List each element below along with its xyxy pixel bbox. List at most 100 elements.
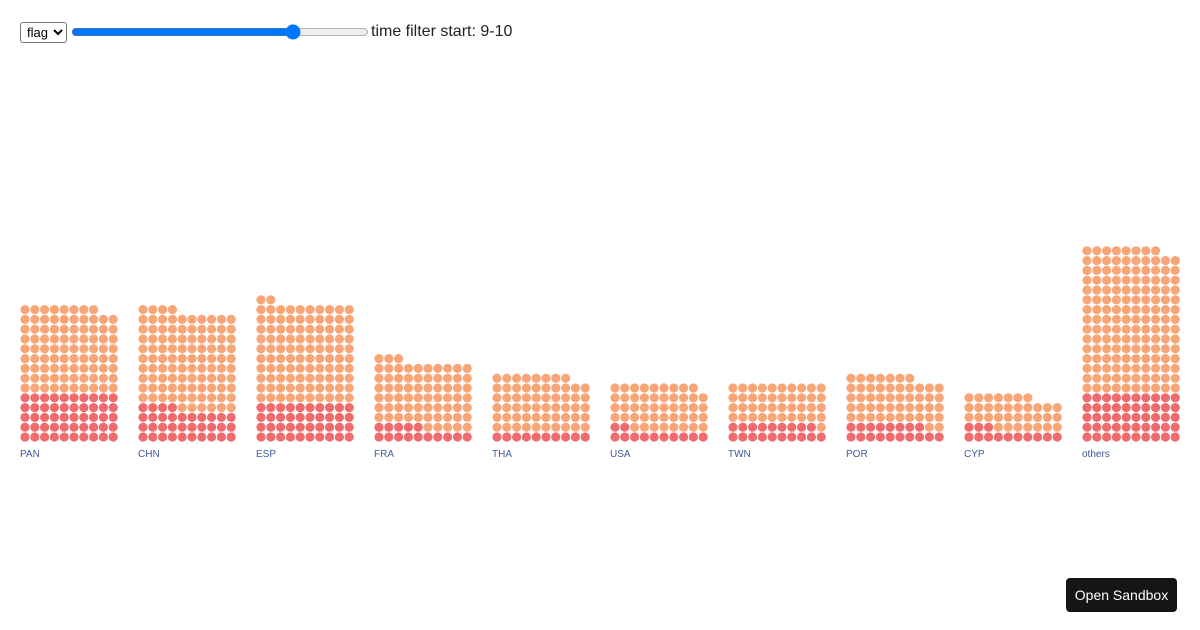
waffle-dot [1131, 324, 1141, 334]
waffle-dot [688, 422, 699, 432]
waffle-dot [895, 422, 905, 432]
waffle-dot [256, 305, 266, 315]
waffle-dot [30, 383, 40, 393]
waffle-dot [738, 412, 748, 422]
waffle-dot [433, 383, 443, 393]
waffle-dot [1111, 383, 1121, 393]
waffle-dot [1151, 412, 1161, 422]
time-filter-slider[interactable] [71, 24, 369, 40]
waffle-dot [1102, 314, 1112, 324]
waffle-dot [1151, 344, 1161, 354]
waffle-dot [659, 412, 669, 422]
waffle-dot [757, 403, 768, 413]
waffle-dot [89, 432, 99, 442]
waffle-dot [148, 432, 158, 442]
waffle-dot [1121, 246, 1131, 256]
waffle-dot [197, 383, 207, 393]
waffle-dot [1170, 334, 1180, 344]
waffle-dot [167, 403, 177, 413]
waffle-dot [669, 412, 679, 422]
waffle-dot [138, 314, 148, 324]
waffle-dot [1102, 324, 1112, 334]
waffle-dot [620, 412, 630, 422]
waffle-dot [738, 422, 748, 432]
waffle-dot [305, 363, 315, 373]
waffle-dot [630, 393, 640, 403]
waffle-dot [177, 344, 187, 354]
waffle-dot [98, 324, 108, 334]
waffle-dot [610, 393, 620, 403]
waffle-dot [276, 373, 286, 383]
waffle-dot [315, 314, 325, 324]
waffle-dot [315, 373, 325, 383]
waffle-dot [728, 422, 738, 432]
waffle-dot [698, 403, 708, 413]
waffle-dot [856, 373, 866, 383]
waffle-dot [177, 324, 187, 334]
waffle-dot [69, 344, 79, 354]
waffle-dot [98, 393, 108, 403]
waffle-dot [325, 412, 335, 422]
waffle-dot [885, 373, 895, 383]
waffle-dot [344, 354, 354, 364]
waffle-dot [20, 363, 30, 373]
waffle-dot [285, 363, 295, 373]
waffle-dot [1111, 285, 1121, 295]
waffle-dot [49, 432, 60, 442]
waffle-dot [1141, 373, 1151, 383]
waffle-dot [551, 403, 561, 413]
waffle-dot [315, 305, 325, 315]
waffle-dot [344, 334, 354, 344]
waffle-dot [511, 432, 522, 442]
waffle-dot [1160, 305, 1170, 315]
waffle-dot [256, 324, 266, 334]
waffle-dot [59, 324, 69, 334]
waffle-dot [580, 432, 590, 442]
waffle-dot [207, 314, 217, 324]
waffle-dot [639, 412, 650, 422]
waffle-dot [531, 373, 541, 383]
field-select[interactable]: flag [20, 21, 67, 43]
waffle-dot [1111, 256, 1121, 266]
waffle-dot [305, 432, 315, 442]
waffle-dot [1170, 412, 1180, 422]
waffle-dot [698, 422, 708, 432]
waffle-dot [187, 334, 197, 344]
waffle-dot [1141, 393, 1151, 403]
waffle-dot [1151, 256, 1161, 266]
waffle-dot [669, 403, 679, 413]
waffle-dot [276, 422, 286, 432]
waffle-dot [1003, 432, 1013, 442]
waffle-dot [59, 383, 69, 393]
waffle-dot [1082, 305, 1092, 315]
waffle-dot [974, 393, 984, 403]
waffle-dot [374, 403, 384, 413]
waffle-dot [1111, 265, 1121, 275]
open-sandbox-button[interactable]: Open Sandbox [1066, 578, 1177, 612]
waffle-dot [1082, 295, 1092, 305]
waffle-dot [295, 363, 305, 373]
waffle-dot [285, 344, 295, 354]
waffle-dot [1111, 305, 1121, 315]
waffle-dot [806, 422, 817, 432]
waffle-dot [266, 314, 276, 324]
waffle-dot [89, 363, 99, 373]
waffle-dot [40, 383, 50, 393]
waffle-dot [344, 393, 354, 403]
waffle-dot [394, 432, 404, 442]
waffle-dot [1013, 412, 1023, 422]
waffle-dot [69, 305, 79, 315]
waffle-dot [1111, 246, 1121, 256]
waffle-dot [285, 373, 295, 383]
waffle-dot [403, 432, 413, 442]
waffle-dot [79, 305, 89, 315]
waffle-dot [325, 393, 335, 403]
waffle-dot [580, 403, 590, 413]
waffle-dot [334, 354, 344, 364]
waffle-dot [394, 354, 404, 364]
waffle-dot [334, 383, 344, 393]
waffle-dot [108, 354, 118, 364]
waffle-dot [216, 412, 226, 422]
waffle-dot [1160, 403, 1170, 413]
waffle-dot [1141, 324, 1151, 334]
